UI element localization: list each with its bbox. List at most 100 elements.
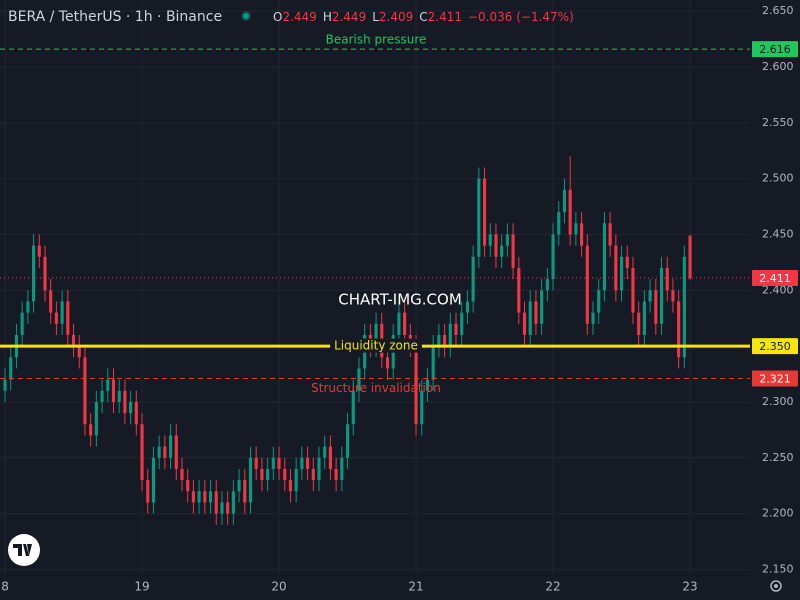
candle-body: [334, 468, 338, 481]
candle-body: [77, 346, 81, 358]
candle-body: [414, 346, 418, 425]
candle-body: [345, 424, 350, 458]
candle-body: [648, 290, 652, 302]
candle-body: [431, 346, 435, 380]
candle-body: [357, 368, 361, 391]
gear[interactable]: [770, 580, 782, 592]
ohlc-value: 2.409: [379, 10, 413, 24]
ohlc-key: O: [273, 10, 282, 24]
axis: 2.150 2.200 2.250 2.300 2.350 2.400 2.450 2.500…: [1, 4, 798, 594]
candle-body: [140, 424, 144, 481]
candle-body: [94, 401, 98, 436]
y-tick-label: 2.200: [762, 507, 794, 520]
settings-icon[interactable]: [770, 580, 782, 592]
candle-body: [243, 480, 247, 503]
candle-body: [534, 301, 538, 324]
candle-body: [397, 312, 401, 335]
candle-body: [437, 334, 441, 347]
candle-body: [271, 457, 275, 469]
watermark: CHART-IMG.COM: [338, 291, 462, 309]
candle-body: [100, 390, 104, 402]
candle-body: [374, 323, 378, 347]
candle-body: [203, 491, 207, 503]
candle-body: [317, 457, 321, 481]
candle-body: [117, 390, 121, 402]
candle-body: [659, 267, 664, 324]
candle-body: [60, 301, 64, 324]
candle-body: [488, 234, 492, 246]
y-tick-label: 2.550: [762, 116, 794, 129]
candle-body: [311, 468, 315, 481]
candle-body: [477, 178, 481, 257]
ohlc-value: 2.449: [282, 10, 316, 24]
level-label: Bearish pressure: [326, 33, 427, 47]
candle-body: [642, 301, 646, 335]
ohlc-key: C: [419, 10, 427, 24]
candle-body: [540, 290, 544, 324]
candle-body: [637, 312, 641, 335]
candle-body: [631, 267, 635, 313]
y-tick-label: 2.650: [762, 4, 794, 17]
price-tag: [752, 338, 798, 355]
candle-body: [20, 312, 24, 335]
candle-body: [511, 234, 515, 268]
price-tag-label: 2.350: [759, 340, 791, 353]
ohlc-key: H: [323, 10, 332, 24]
grid: [0, 0, 750, 575]
x-tick-label: 23: [682, 580, 697, 594]
ohlc-key: L: [372, 10, 379, 24]
candle-body: [163, 446, 167, 458]
candle-body: [9, 357, 13, 380]
candle-body: [231, 491, 235, 514]
candle-body: [562, 189, 567, 213]
candle-body: [425, 379, 430, 391]
candle-body: [300, 457, 304, 469]
x-tick-label: 21: [408, 580, 423, 594]
candle-body: [688, 235, 692, 279]
candle-body: [665, 267, 669, 291]
ohlc-value: 2.449: [332, 10, 366, 24]
candle-body: [597, 290, 601, 313]
candle-body: [460, 312, 464, 335]
candle-body: [340, 457, 344, 481]
candle-body: [608, 223, 612, 246]
tv-logo: [8, 534, 40, 566]
logo-mark: [13, 544, 32, 556]
current-price-tag: [752, 270, 798, 287]
candle-body: [294, 468, 298, 492]
ohlc-header: O2.449 H2.449 L2.409 C2.411 −0.036 (−1.47%): [273, 10, 574, 24]
candle-body: [545, 279, 549, 291]
candle-body: [580, 223, 584, 246]
candle-body: [89, 424, 93, 436]
candle-body: [288, 480, 293, 492]
candle-body: [174, 435, 178, 469]
candle-body: [220, 502, 224, 514]
candle-body: [602, 223, 606, 291]
logo-bg: [8, 534, 40, 566]
price-tag-label: 2.321: [759, 372, 791, 385]
chart-title: BERA / TetherUS · 1h · Binance: [8, 9, 222, 25]
x-tick-label: 8: [1, 580, 9, 594]
x-tick-label: 22: [545, 580, 560, 594]
candle-body: [505, 234, 509, 246]
level-label: Liquidity zone: [334, 339, 418, 353]
candle-body: [71, 334, 76, 347]
ohlc-change: −0.036 (−1.47%): [468, 10, 574, 24]
candle-body: [306, 457, 310, 469]
candle-body: [528, 301, 532, 335]
candle-body: [151, 457, 156, 503]
candle-body: [591, 312, 595, 324]
ohlc-value: 2.411: [428, 10, 462, 24]
candle-body: [619, 256, 624, 291]
candle-body: [625, 256, 629, 268]
candle-body: [351, 390, 355, 425]
candle-body: [482, 178, 487, 246]
candle-body: [260, 468, 264, 481]
y-tick-label: 2.300: [762, 395, 794, 408]
candle-body: [585, 245, 589, 324]
candle-body: [129, 401, 133, 414]
candle-body: [443, 334, 447, 347]
candle-body: [551, 234, 555, 280]
candle-body: [654, 290, 658, 324]
